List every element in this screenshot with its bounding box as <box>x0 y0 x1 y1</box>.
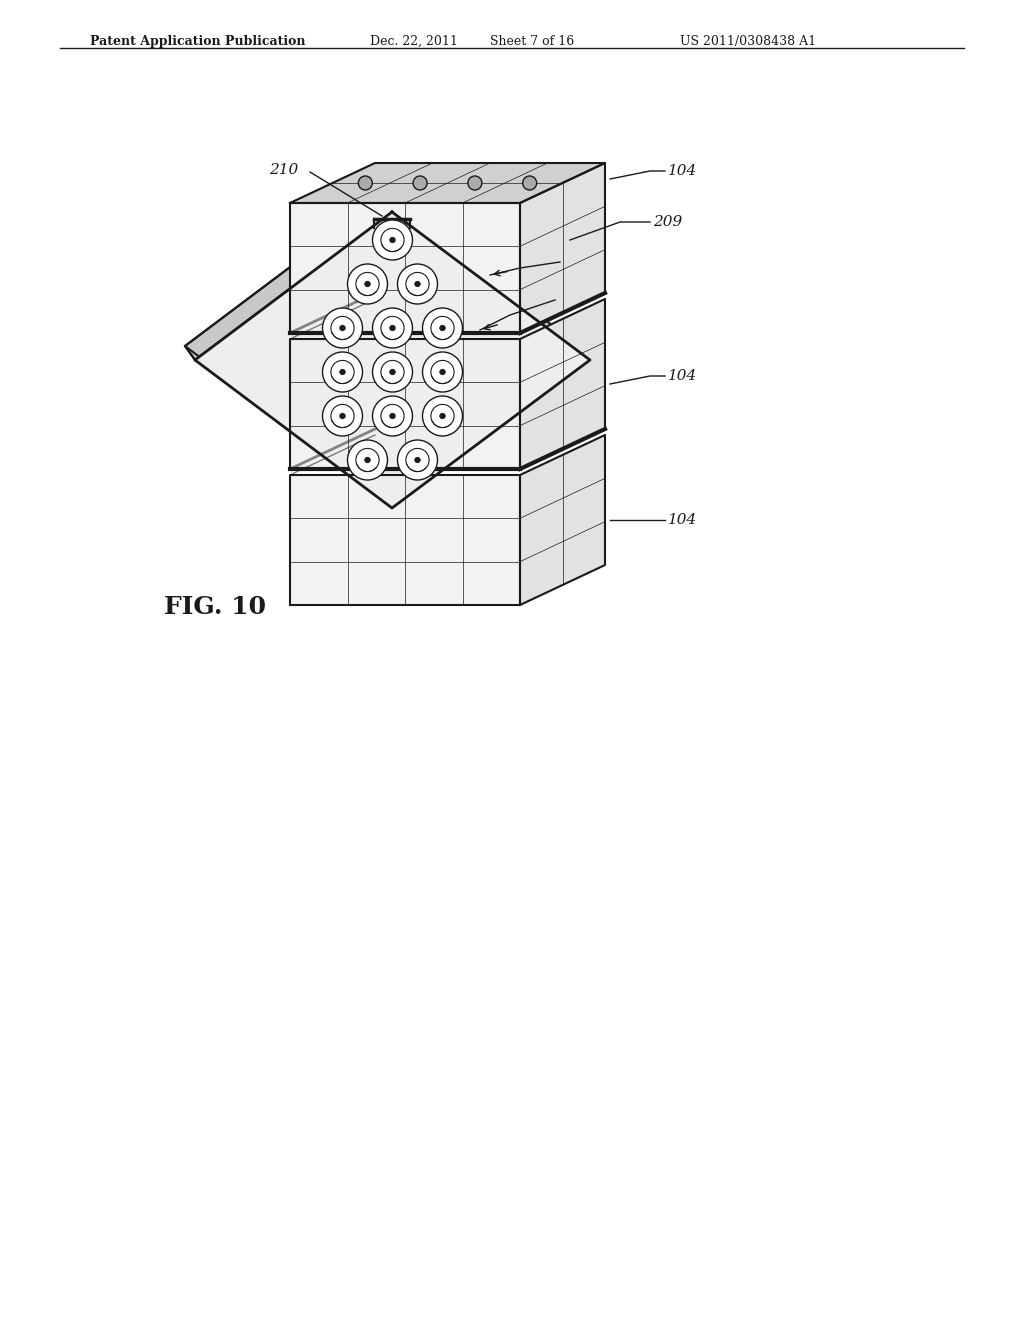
Circle shape <box>390 370 395 375</box>
Polygon shape <box>520 300 605 469</box>
Circle shape <box>390 413 395 418</box>
Text: Sheet 7 of 16: Sheet 7 of 16 <box>490 36 574 48</box>
Text: Dec. 22, 2011: Dec. 22, 2011 <box>370 36 458 48</box>
Polygon shape <box>290 475 520 605</box>
Circle shape <box>340 325 345 331</box>
Circle shape <box>415 457 420 463</box>
Text: US 2011/0308438 A1: US 2011/0308438 A1 <box>680 36 816 48</box>
Circle shape <box>390 238 395 243</box>
Text: 104: 104 <box>668 513 697 527</box>
Text: 208: 208 <box>558 293 587 308</box>
Circle shape <box>423 352 463 392</box>
Text: FIG. 10: FIG. 10 <box>164 595 266 619</box>
Polygon shape <box>520 436 605 605</box>
Circle shape <box>439 370 445 375</box>
Circle shape <box>373 308 413 348</box>
Circle shape <box>365 457 371 463</box>
Text: 209: 209 <box>653 215 682 228</box>
Text: 104: 104 <box>668 370 697 383</box>
Circle shape <box>439 325 445 331</box>
Circle shape <box>323 396 362 436</box>
Polygon shape <box>185 198 392 360</box>
Circle shape <box>365 281 371 286</box>
Circle shape <box>347 264 387 304</box>
Circle shape <box>423 396 463 436</box>
Circle shape <box>340 413 345 418</box>
Circle shape <box>522 176 537 190</box>
Polygon shape <box>290 162 605 203</box>
Text: 204: 204 <box>563 255 592 269</box>
Circle shape <box>413 176 427 190</box>
Circle shape <box>358 176 373 190</box>
Circle shape <box>468 176 482 190</box>
Circle shape <box>373 220 413 260</box>
Circle shape <box>415 281 420 286</box>
Circle shape <box>323 308 362 348</box>
Circle shape <box>397 264 437 304</box>
Polygon shape <box>290 203 520 333</box>
Polygon shape <box>520 162 605 333</box>
Circle shape <box>347 440 387 480</box>
Polygon shape <box>195 213 590 508</box>
Circle shape <box>390 325 395 331</box>
Polygon shape <box>185 198 580 494</box>
Circle shape <box>323 352 362 392</box>
Circle shape <box>373 396 413 436</box>
Text: FIG. 9: FIG. 9 <box>333 543 418 566</box>
Text: 104: 104 <box>668 164 697 178</box>
Circle shape <box>373 352 413 392</box>
Circle shape <box>439 413 445 418</box>
Text: 210: 210 <box>268 162 298 177</box>
Circle shape <box>397 440 437 480</box>
Text: Patent Application Publication: Patent Application Publication <box>90 36 305 48</box>
Polygon shape <box>290 339 520 469</box>
Circle shape <box>423 308 463 348</box>
Circle shape <box>340 370 345 375</box>
